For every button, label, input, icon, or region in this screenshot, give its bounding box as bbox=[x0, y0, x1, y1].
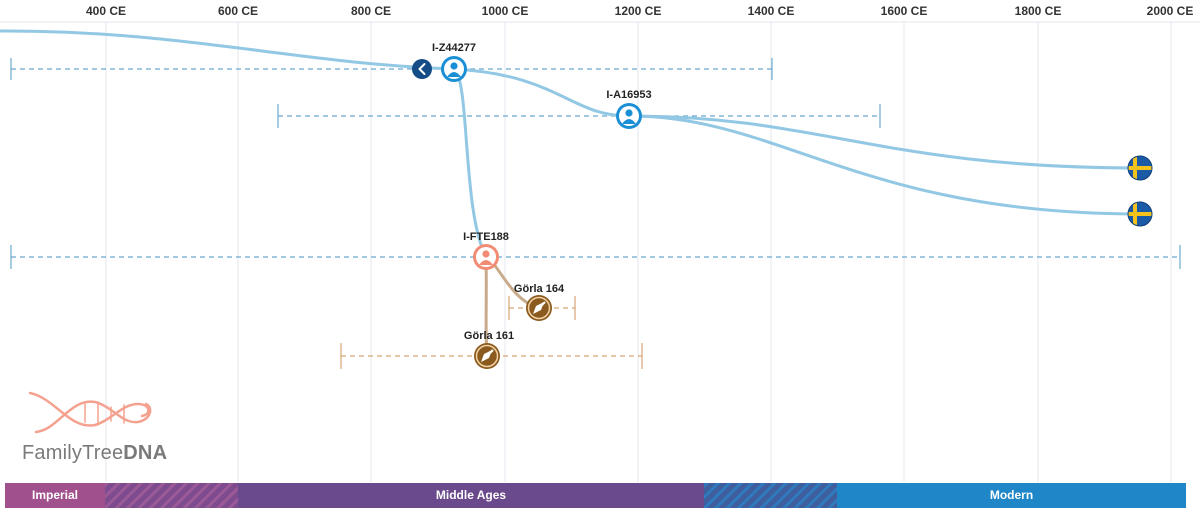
chevron-left-icon bbox=[418, 63, 426, 75]
grid-lines bbox=[0, 21, 1200, 482]
sweden-flag-icon[interactable] bbox=[1126, 200, 1154, 228]
axis-tick-label: 2000 CE bbox=[1146, 4, 1194, 18]
axis-tick-label: 1800 CE bbox=[1014, 4, 1062, 18]
lineage-line bbox=[452, 67, 488, 259]
axis-tick-label: 800 CE bbox=[350, 4, 392, 18]
era-label-imperial: Imperial bbox=[31, 488, 79, 502]
range-bar-i-a16953 bbox=[277, 104, 881, 128]
axis-tick-label: 1200 CE bbox=[614, 4, 662, 18]
range-bar-gorla-161 bbox=[340, 343, 643, 369]
era-label-modern: Modern bbox=[989, 488, 1034, 502]
axis-tick-label: 1000 CE bbox=[481, 4, 529, 18]
lineage-curves bbox=[0, 29, 1142, 259]
node-gorla-161[interactable] bbox=[474, 343, 500, 369]
node-i-fte188[interactable] bbox=[473, 244, 499, 270]
lineage-line bbox=[452, 67, 631, 118]
node-i-a16953[interactable] bbox=[616, 103, 642, 129]
era-segment-modern bbox=[837, 483, 1186, 508]
lineage-line bbox=[0, 29, 456, 71]
lineage-line bbox=[627, 114, 1142, 170]
era-label-middle-ages: Middle Ages bbox=[435, 488, 507, 502]
range-bar-gorla-164 bbox=[508, 296, 576, 320]
axis-tick-label: 1600 CE bbox=[880, 4, 928, 18]
era-segment-middle-ages bbox=[238, 483, 704, 508]
axis-tick-label: 1400 CE bbox=[747, 4, 795, 18]
familytreedna-logo: FamilyTreeDNA bbox=[22, 442, 167, 465]
person-icon bbox=[447, 62, 461, 77]
lineage-line bbox=[627, 114, 1142, 216]
back-button[interactable] bbox=[412, 59, 432, 79]
node-label-gorla-161[interactable]: Görla 161 bbox=[463, 330, 515, 342]
dna-helix-logo bbox=[28, 391, 152, 434]
person-icon bbox=[622, 109, 636, 124]
range-bar-i-fte188 bbox=[10, 245, 1181, 269]
person-icon bbox=[479, 250, 493, 265]
logo-text-part1: FamilyTree bbox=[22, 442, 124, 464]
axis-tick-label: 600 CE bbox=[217, 4, 259, 18]
node-label-gorla-164[interactable]: Görla 164 bbox=[513, 283, 565, 295]
axis-tick-label: 400 CE bbox=[85, 4, 127, 18]
era-transition bbox=[105, 483, 238, 508]
node-gorla-164[interactable] bbox=[526, 295, 552, 321]
range-bar-i-z44277 bbox=[10, 58, 773, 80]
trowel-icon bbox=[533, 301, 546, 314]
node-label-i-z44277[interactable]: I-Z44277 bbox=[431, 42, 477, 54]
sweden-flag-icon[interactable] bbox=[1126, 154, 1154, 182]
era-segment-imperial bbox=[5, 483, 105, 508]
node-label-i-fte188[interactable]: I-FTE188 bbox=[463, 231, 509, 243]
era-bar bbox=[5, 483, 1186, 508]
logo-text-part2: DNA bbox=[123, 442, 168, 464]
era-transition bbox=[704, 483, 837, 508]
node-label-i-a16953[interactable]: I-A16953 bbox=[606, 89, 652, 101]
node-i-z44277[interactable] bbox=[441, 56, 467, 82]
trowel-icon bbox=[481, 349, 494, 362]
